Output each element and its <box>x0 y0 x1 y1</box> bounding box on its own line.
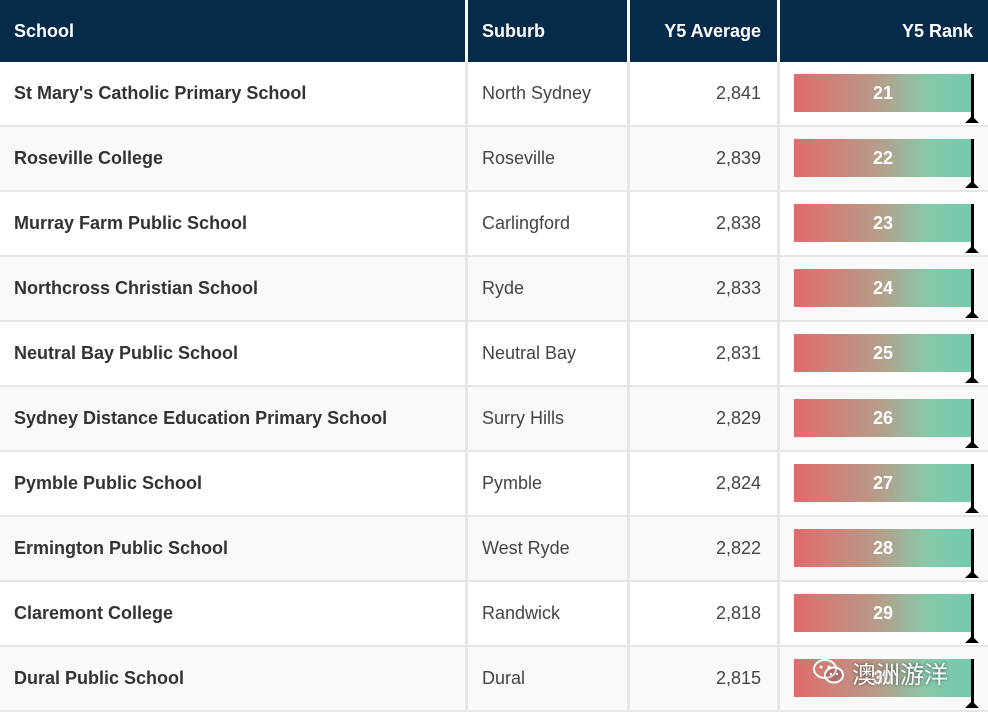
table-row[interactable]: St Mary's Catholic Primary School North S… <box>0 62 988 127</box>
rank-cell: 27 <box>780 452 988 515</box>
school-name: Murray Farm Public School <box>0 192 468 255</box>
rank-marker-arrow-icon <box>965 441 979 448</box>
y5-average: 2,829 <box>630 387 780 450</box>
suburb: Carlingford <box>468 192 630 255</box>
header-suburb[interactable]: Suburb <box>468 0 630 62</box>
rank-marker <box>971 464 974 508</box>
rank-marker-arrow-icon <box>965 636 979 643</box>
table-row[interactable]: Claremont College Randwick 2,818 29 <box>0 582 988 647</box>
rank-cell: 24 <box>780 257 988 320</box>
rank-marker-arrow-icon <box>965 506 979 513</box>
school-name: Ermington Public School <box>0 517 468 580</box>
table-row[interactable]: Pymble Public School Pymble 2,824 27 <box>0 452 988 517</box>
suburb: Surry Hills <box>468 387 630 450</box>
y5-average: 2,824 <box>630 452 780 515</box>
y5-average: 2,815 <box>630 647 780 710</box>
table-row[interactable]: Murray Farm Public School Carlingford 2,83… <box>0 192 988 257</box>
rank-cell: 29 <box>780 582 988 645</box>
table-row[interactable]: Roseville College Roseville 2,839 22 <box>0 127 988 192</box>
rank-cell: 25 <box>780 322 988 385</box>
rank-marker <box>971 529 974 573</box>
suburb: Pymble <box>468 452 630 515</box>
suburb: West Ryde <box>468 517 630 580</box>
rank-cell: 26 <box>780 387 988 450</box>
school-name: St Mary's Catholic Primary School <box>0 62 468 125</box>
rank-marker-arrow-icon <box>965 116 979 123</box>
rank-marker <box>971 74 974 118</box>
y5-average: 2,822 <box>630 517 780 580</box>
rank-bar: 22 <box>794 139 972 177</box>
rank-marker-arrow-icon <box>965 311 979 318</box>
rank-bar: 23 <box>794 204 972 242</box>
rank-marker <box>971 139 974 183</box>
rank-value: 21 <box>872 82 894 103</box>
school-name: Roseville College <box>0 127 468 190</box>
rank-marker-arrow-icon <box>965 571 979 578</box>
rank-value: 26 <box>872 407 894 428</box>
y5-average: 2,839 <box>630 127 780 190</box>
rank-marker-arrow-icon <box>965 376 979 383</box>
table-row[interactable]: Northcross Christian School Ryde 2,833 24 <box>0 257 988 322</box>
rank-value: 27 <box>872 472 894 493</box>
rank-marker <box>971 204 974 248</box>
rank-value: 29 <box>872 602 894 623</box>
suburb: Ryde <box>468 257 630 320</box>
rank-marker-arrow-icon <box>965 181 979 188</box>
rank-marker-arrow-icon <box>965 701 979 708</box>
rank-marker <box>971 334 974 378</box>
suburb: Dural <box>468 647 630 710</box>
school-name: Dural Public School <box>0 647 468 710</box>
header-y5-rank[interactable]: Y5 Rank <box>901 20 973 41</box>
header-school[interactable]: School <box>0 0 468 62</box>
rank-bar: 26 <box>794 399 972 437</box>
rank-value: 23 <box>872 212 894 233</box>
table-row[interactable]: Dural Public School Dural 2,815 30 <box>0 647 988 712</box>
suburb: North Sydney <box>468 62 630 125</box>
rank-marker <box>971 659 974 703</box>
rank-cell: 21 <box>780 62 988 125</box>
watermark-text: 澳洲游洋 <box>852 660 948 689</box>
y5-average: 2,831 <box>630 322 780 385</box>
table-row[interactable]: Ermington Public School West Ryde 2,822 28 <box>0 517 988 582</box>
y5-average: 2,833 <box>630 257 780 320</box>
rank-value: 22 <box>872 147 894 168</box>
rank-cell: 22 <box>780 127 988 190</box>
rank-marker-arrow-icon <box>965 246 979 253</box>
y5-average: 2,818 <box>630 582 780 645</box>
school-name: Northcross Christian School <box>0 257 468 320</box>
suburb: Neutral Bay <box>468 322 630 385</box>
school-name: Sydney Distance Education Primary School <box>0 387 468 450</box>
school-name: Pymble Public School <box>0 452 468 515</box>
rank-cell: 28 <box>780 517 988 580</box>
rank-bar: 28 <box>794 529 972 567</box>
rank-value: 24 <box>872 277 894 298</box>
rank-marker <box>971 594 974 638</box>
rank-marker <box>971 399 974 443</box>
suburb: Roseville <box>468 127 630 190</box>
rank-bar: 25 <box>794 334 972 372</box>
y5-average: 2,838 <box>630 192 780 255</box>
table-header: School Suburb Y5 Average Y5 Rank <box>0 0 988 62</box>
table-body: St Mary's Catholic Primary School North S… <box>0 62 988 712</box>
rank-value: 28 <box>872 537 894 558</box>
header-y5-average[interactable]: Y5 Average <box>630 0 780 62</box>
rank-bar: 29 <box>794 594 972 632</box>
rank-value: 25 <box>872 342 894 363</box>
rank-value: 30 <box>872 667 894 688</box>
watermark: 澳洲游洋 <box>812 654 948 690</box>
table-row[interactable]: Neutral Bay Public School Neutral Bay 2,83… <box>0 322 988 387</box>
school-name: Neutral Bay Public School <box>0 322 468 385</box>
y5-average: 2,841 <box>630 62 780 125</box>
rank-bar: 21 <box>794 74 972 112</box>
rank-bar: 24 <box>794 269 972 307</box>
rank-bar: 27 <box>794 464 972 502</box>
table-row[interactable]: Sydney Distance Education Primary School… <box>0 387 988 452</box>
wechat-icon <box>812 658 846 686</box>
rank-cell: 23 <box>780 192 988 255</box>
school-name: Claremont College <box>0 582 468 645</box>
suburb: Randwick <box>468 582 630 645</box>
rank-marker <box>971 269 974 313</box>
